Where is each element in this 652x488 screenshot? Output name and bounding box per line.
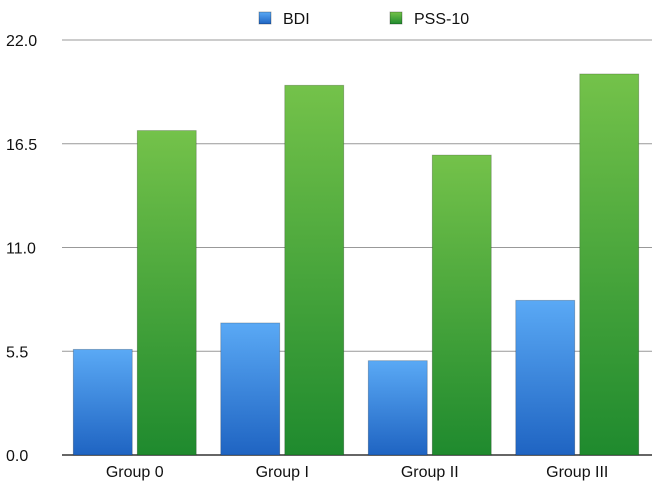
y-tick-label: 11.0 bbox=[6, 241, 36, 258]
bar-pss-10-group-0 bbox=[136, 130, 197, 456]
y-tick-label: 16.5 bbox=[6, 137, 37, 154]
x-tick-label: Group I bbox=[256, 464, 309, 481]
x-tick-label: Group II bbox=[401, 464, 459, 481]
bar-pss-10-group-ii bbox=[431, 154, 492, 456]
y-tick-label: 0.0 bbox=[6, 448, 28, 465]
x-tick-label: Group 0 bbox=[106, 464, 164, 481]
bar-bdi-group-0 bbox=[72, 348, 133, 456]
x-tick-label: Group III bbox=[546, 464, 608, 481]
legend: BDI PSS-10 bbox=[258, 11, 469, 28]
y-tick-label: 5.5 bbox=[6, 344, 28, 361]
x-axis-ticks: Group 0 Group I Group II Group III bbox=[106, 464, 609, 481]
legend-swatch-pss-10 bbox=[389, 11, 403, 25]
legend-swatch-bdi bbox=[258, 11, 272, 25]
bar-pss-10-group-iii bbox=[579, 73, 640, 456]
bar-pss-10-group-i bbox=[284, 84, 345, 456]
bar-bdi-group-iii bbox=[515, 299, 576, 456]
bar-bdi-group-i bbox=[220, 322, 281, 456]
bar-bdi-group-ii bbox=[367, 360, 428, 456]
legend-label-bdi: BDI bbox=[283, 11, 310, 28]
y-axis-ticks: 0.0 5.5 11.0 16.5 22.0 bbox=[6, 33, 37, 465]
y-tick-label: 22.0 bbox=[6, 33, 37, 50]
legend-label-pss-10: PSS-10 bbox=[414, 11, 469, 28]
bars bbox=[72, 73, 640, 456]
